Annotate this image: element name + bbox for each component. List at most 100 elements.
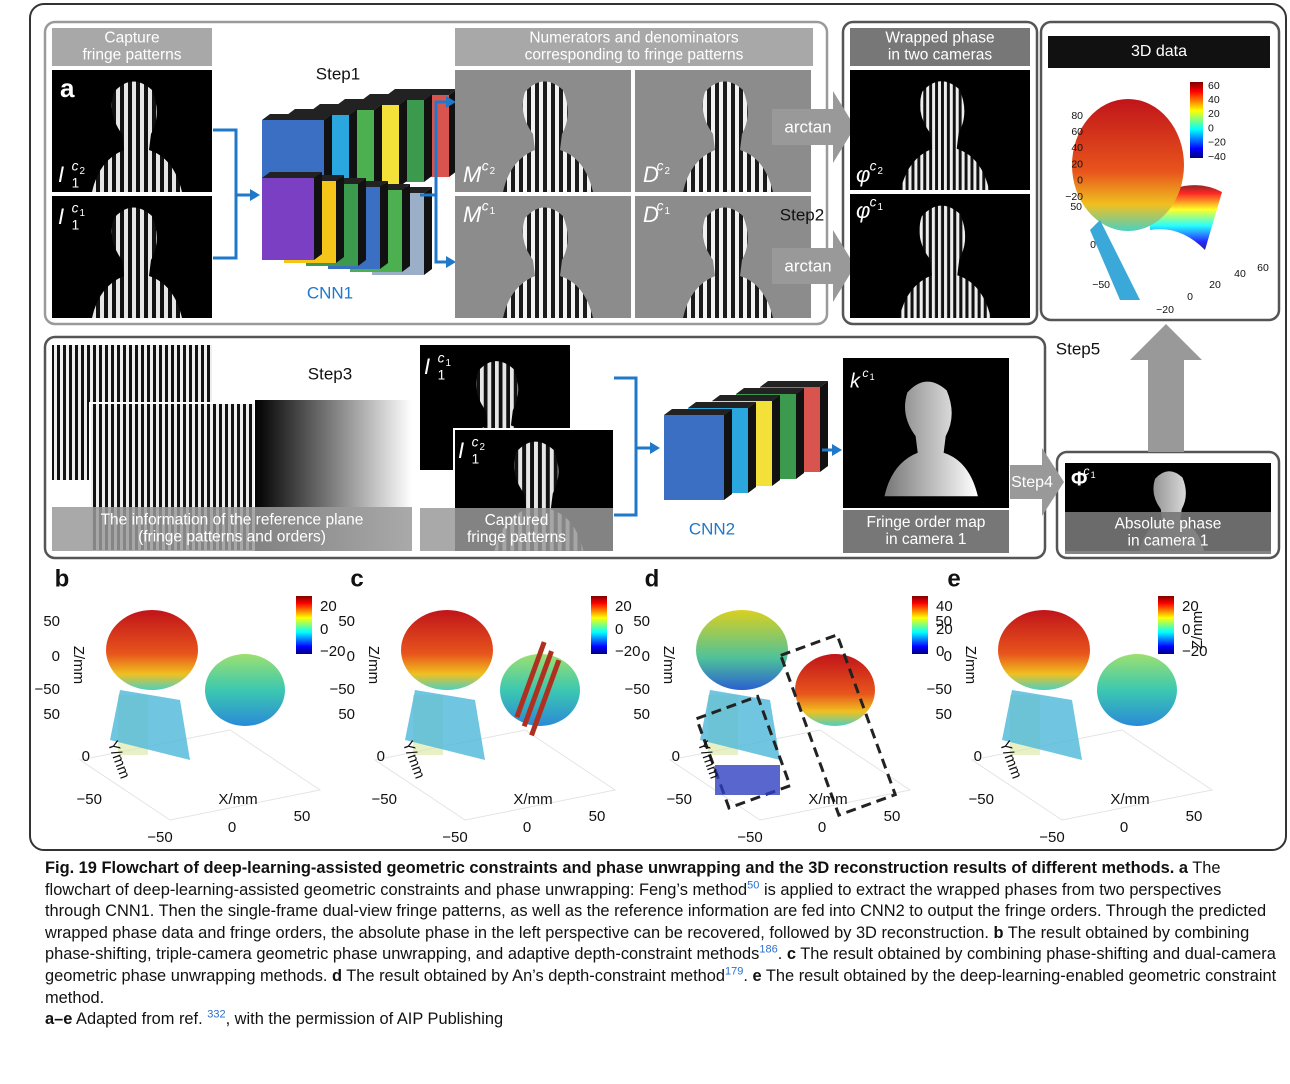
colorbar [591,596,607,654]
caption-text: The result obtained by An’s depth-constr… [346,967,725,985]
label: Absolute phase [1115,516,1222,533]
tick-label: 0 [82,748,90,765]
cnn-layer-side [336,175,344,263]
caption-item: a–e Adapted from ref. 332, with the perm… [45,1009,1281,1031]
tick-label: −50 [969,791,994,808]
tick-label: 0 [377,748,385,765]
tick-label: 50 [589,808,606,825]
cnn-layer-side [399,99,407,187]
axis-label: X/mm [1110,791,1149,808]
panel-letter: c [350,565,363,592]
label: 3D data [1131,43,1187,60]
surface [401,610,493,690]
panel-letter: d [645,565,660,592]
caption-label: c [787,945,796,963]
tick-label: 80 [1071,110,1083,122]
tick-label: −50 [442,829,467,846]
symbol: M [463,162,482,187]
cnn-layer-side [380,181,388,269]
symbol-sup-sub: 1 [490,206,496,217]
tick-label: 50 [43,613,60,630]
caption-item: d The result obtained by An’s depth-cons… [332,967,748,985]
label: The information of the reference plane [101,512,364,529]
tick-label: 0 [52,648,60,665]
cnn-layer-side [796,388,804,479]
symbol-sub: 1 [438,367,446,382]
surface [205,654,285,726]
reference: 50 [747,879,759,891]
tick-label: −20 [615,643,640,660]
label: in camera 1 [1128,533,1209,550]
symbol: φ [856,198,870,223]
caption-text: . [778,945,783,963]
label: in two cameras [888,47,992,64]
label: fringe patterns [82,47,181,64]
tick-label: 50 [935,613,952,630]
axis-label: X/mm [218,791,257,808]
symbol-sup: c [862,366,869,380]
symbol-sup-sub: 2 [665,166,671,177]
tick-label: 60 [1208,80,1220,92]
label: Step5 [1056,339,1100,358]
surface [106,610,198,690]
label: CNN2 [689,519,735,538]
symbol-sup: c [657,198,664,213]
tick-label: 20 [320,598,337,615]
tick-label: 50 [43,706,60,723]
tick-label: 50 [633,613,650,630]
connector [213,130,236,258]
symbol-sup: c [482,158,489,173]
label: Step4 [1011,474,1053,491]
caption-text: . [743,967,748,985]
symbol: I [58,204,64,229]
cnn-layer-side [424,94,432,182]
label: Numerators and denominators [529,30,739,47]
tick-label: 0 [1090,239,1096,251]
cnn-layer-top [712,395,780,401]
tick-label: 0 [1077,175,1083,187]
symbol-sup-sub: 2 [80,166,86,177]
tick-label: 0 [642,648,650,665]
symbol-sup-sub: 2 [490,166,496,177]
symbol: I [424,354,430,379]
tick-label: −20 [1156,304,1174,316]
caption-label: a [1179,859,1188,877]
surface [1097,654,1177,726]
connector [614,378,636,515]
cnn-layer-top [760,381,828,387]
caption-text: , with the permission of AIP Publishing [226,1010,504,1028]
cnn-layer-side [374,104,382,192]
label: Fringe order map [867,514,986,531]
symbol-sup-sub: 1 [80,208,86,219]
symbol-sup: c [482,198,489,213]
symbol: I [458,438,464,463]
symbol: φ [856,162,870,187]
panel-letter: e [947,565,960,592]
tick-label: 50 [338,613,355,630]
tick-label: 20 [615,598,632,615]
symbol-sub: 1 [472,451,480,466]
tick-label: 60 [1071,126,1083,138]
symbol-sup: c [657,158,664,173]
colorbar [912,596,928,654]
symbol-sup: c [870,194,877,209]
axis-label: Z/mm [70,646,87,684]
caption-label: e [753,967,762,985]
symbol-sub: 1 [72,217,80,232]
surface [715,765,780,795]
tick-label: −50 [35,681,60,698]
reference: 332 [207,1009,225,1021]
symbol-sup: c [72,158,79,173]
cnn-layer-side [748,402,756,493]
tick-label: 0 [523,819,531,836]
caption-label: b [994,924,1004,942]
cnn-layer-side [314,172,322,260]
symbol: M [463,202,482,227]
cnn-layer-side [724,409,732,500]
tick-label: 0 [615,621,623,638]
label: fringe patterns [467,529,566,546]
symbol-sup-sub: 2 [878,166,884,177]
symbol-sup-sub: 1 [870,372,875,382]
symbol-sup-sub: 1 [665,206,671,217]
surface [795,654,875,726]
